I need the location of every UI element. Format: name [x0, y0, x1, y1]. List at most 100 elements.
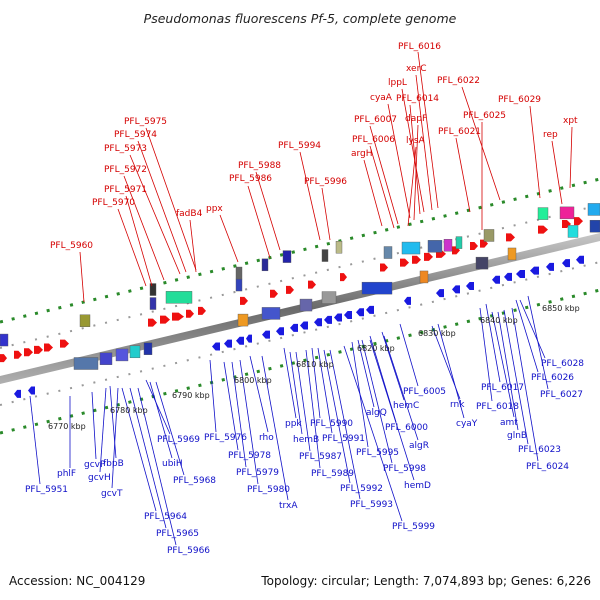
forward-feature-block	[559, 206, 575, 220]
leader-line	[99, 387, 107, 473]
reverse-feature-block	[99, 352, 113, 365]
reverse-gene-arrow	[224, 339, 232, 348]
reverse-feature-block	[321, 291, 337, 304]
reverse-feature-block	[475, 256, 489, 270]
forward-gene-arrow	[380, 263, 388, 272]
leader-line	[529, 105, 541, 199]
gene-label: PFL_5966	[167, 546, 210, 556]
reverse-feature-block	[589, 219, 600, 233]
reverse-gene-arrow	[236, 336, 244, 345]
reverse-gene-arrow	[276, 327, 284, 336]
gene-label: PFL_5994	[278, 141, 321, 151]
accession-text: Accession: NC_004129	[9, 574, 145, 588]
leader-line	[357, 339, 375, 408]
leader-line	[223, 361, 239, 451]
leader-line	[311, 347, 321, 419]
gene-label: xpt	[563, 116, 578, 126]
leader-line	[129, 387, 167, 529]
leader-line	[551, 140, 563, 205]
leader-line	[129, 154, 181, 275]
scale-label: 6820 kbp	[357, 344, 395, 353]
forward-gene-arrow	[160, 315, 170, 324]
gene-label: PFL_5987	[299, 452, 342, 462]
forward-feature-block	[335, 241, 343, 254]
forward-gene-arrow	[308, 280, 316, 289]
forward-feature-block	[455, 236, 463, 249]
gene-label: ubiH	[162, 459, 183, 469]
reverse-feature-block	[507, 247, 517, 261]
leader-line	[491, 311, 515, 418]
scale-label: 6830 kbp	[418, 329, 456, 338]
forward-gene-arrow	[34, 345, 43, 354]
gene-label: algQ	[366, 408, 387, 418]
leader-line	[219, 214, 239, 263]
scale-label: 6850 kbp	[542, 304, 580, 313]
leader-line	[189, 219, 197, 273]
reverse-feature-block	[129, 345, 141, 359]
gene-label: PFL_6017	[481, 383, 524, 393]
gene-label: ppx	[206, 204, 223, 214]
leader-line	[247, 185, 271, 259]
forward-feature-block	[537, 207, 549, 220]
gene-label: PFL_6024	[526, 462, 569, 472]
leader-line	[383, 335, 419, 441]
forward-feature-block	[261, 258, 269, 272]
leader-line	[485, 303, 501, 383]
gene-label: PFL_6026	[531, 373, 574, 383]
gene-label: hemD	[404, 481, 431, 491]
gene-label: PFL_5970	[92, 198, 135, 208]
leader-line	[569, 126, 573, 189]
gene-label: argH	[351, 149, 373, 159]
gene-label: PFL_5988	[238, 161, 281, 171]
gene-label: PFL_6021	[438, 127, 481, 137]
reverse-gene-arrow	[492, 275, 500, 284]
gene-label: cyaY	[456, 419, 478, 429]
leader-line	[29, 395, 41, 485]
gene-label: lysA	[406, 136, 426, 146]
reverse-gene-arrow	[466, 281, 474, 290]
gene-label: hemB	[293, 435, 319, 445]
gene-label: cyaA	[370, 93, 393, 103]
forward-feature-block	[235, 278, 243, 292]
leader-line	[361, 339, 393, 464]
gene-label: phlF	[57, 469, 76, 479]
reverse-gene-arrow	[14, 389, 21, 398]
forward-feature-block	[282, 250, 292, 263]
leader-line	[461, 86, 501, 201]
leader-line	[109, 385, 117, 459]
reverse-gene-arrow	[28, 386, 35, 395]
leader-line	[323, 349, 351, 484]
leader-line	[343, 345, 403, 522]
leader-line	[503, 309, 529, 445]
gene-label: xerC	[406, 64, 427, 74]
reverse-gene-arrow	[314, 318, 322, 327]
reverse-gene-arrow	[356, 308, 364, 317]
gene-label: PFL_5996	[304, 177, 347, 187]
forward-feature-block	[235, 266, 243, 280]
leader-line	[401, 88, 425, 213]
leader-line	[117, 208, 147, 287]
reverse-gene-arrow	[324, 315, 332, 324]
leader-line	[239, 359, 259, 485]
scale-label: 6800 kbp	[234, 376, 272, 385]
forward-feature-block	[149, 297, 157, 310]
forward-gene-arrow	[14, 350, 22, 359]
leader-line	[329, 349, 361, 500]
reverse-gene-arrow	[344, 311, 352, 320]
scale-label: 6790 kbp	[172, 391, 210, 400]
gene-label: lppL	[388, 78, 407, 88]
gene-label: PFL_5989	[311, 469, 354, 479]
leader-line	[381, 331, 405, 401]
gene-label: PFL_5986	[229, 174, 272, 184]
leader-line	[415, 74, 433, 211]
leader-line	[363, 159, 383, 227]
leader-line	[289, 351, 303, 435]
gene-label: gcvH	[88, 473, 111, 483]
leader-line	[519, 299, 546, 359]
forward-gene-arrow	[0, 354, 7, 363]
gene-label: PFL_6023	[518, 445, 561, 455]
gene-label: rho	[259, 433, 274, 443]
forward-gene-arrow	[340, 273, 347, 282]
forward-gene-arrow	[286, 285, 294, 294]
reverse-feature-block	[299, 298, 313, 312]
